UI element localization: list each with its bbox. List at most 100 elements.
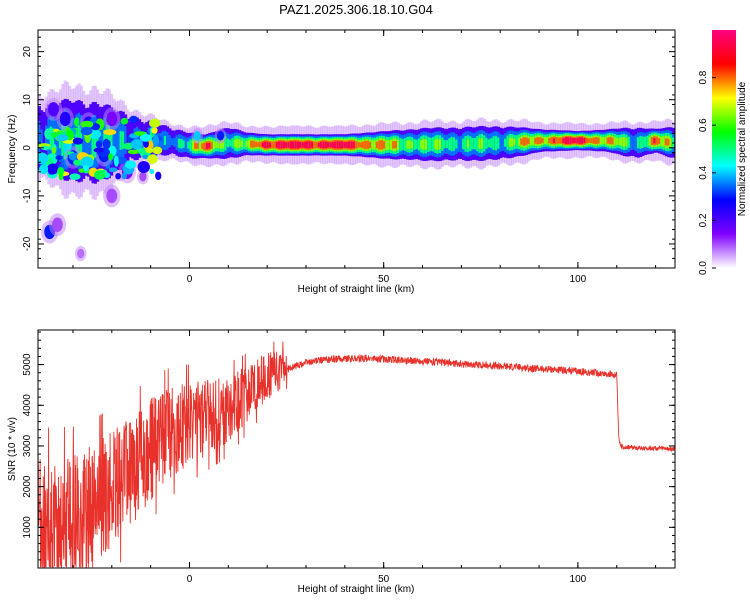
spectrogram-ridge-cell [306, 141, 309, 149]
spectrogram-ridge-cell [240, 140, 244, 147]
spectrogram-noise-patch [129, 115, 138, 124]
spectrogram-ridge-cell [149, 132, 153, 146]
spectrogram-ridge-cell [494, 135, 498, 151]
spectrogram-noise-patch [142, 154, 149, 159]
spectrogram-y-tick-label: 10 [22, 94, 33, 106]
spectrogram-ridge-cell [121, 131, 125, 149]
spectrogram-noise-patch [130, 139, 143, 150]
spectrogram-ridge-cell [205, 143, 209, 149]
spectrogram-ridge-cell [273, 141, 277, 149]
spectrogram-ridge-cell [560, 137, 563, 144]
colorbar: 0.0 0.2 0.4 0.6 0.8 Normalized spectral ampl… [698, 30, 748, 275]
spectrogram-ridge-cell [415, 139, 419, 150]
spectrogram-ridge-cell [483, 135, 487, 152]
spectrogram-ridge-cell [550, 136, 554, 145]
spectrogram-ridge-cell [452, 137, 456, 151]
spectrogram-ridge-cell [189, 139, 193, 152]
spectrogram-ridge-cell [319, 141, 323, 148]
spectrogram-ridge-cell [38, 121, 41, 156]
spectrogram-ridge-cell [364, 140, 368, 150]
spectrogram-ridge-cell [546, 136, 549, 145]
spectrogram-noise-patch [152, 146, 163, 155]
snr-x-tick-label: 50 [378, 574, 390, 585]
spectrogram-ridge-cell [485, 137, 489, 149]
spectrogram-ridge-cell [119, 131, 123, 150]
spectrogram-ridge-cell [110, 129, 114, 154]
spectrogram-ridge-cell [357, 142, 361, 148]
spectrogram-ridge-cell [576, 137, 580, 144]
spectrogram-noise-patch [82, 165, 90, 172]
spectrogram-ridge-cell [632, 135, 636, 150]
spectrogram-ridge-cell [282, 141, 286, 149]
spectrogram-ridge-cell [408, 140, 412, 150]
spectrogram-ridge-cell [660, 136, 664, 147]
spectrogram-ridge-cell [522, 137, 526, 146]
spectrogram-ridge-cell [287, 142, 291, 148]
spectrogram-ridge-cell [592, 137, 596, 144]
spectrogram-ridge-cell [396, 139, 400, 150]
spectrogram-ridge-cell [392, 141, 396, 149]
spectrogram-blob [48, 102, 59, 117]
spectrogram-ridge-cell [487, 139, 491, 148]
spectrogram-ridge-cell [648, 136, 652, 146]
spectrogram-ridge-cell [634, 134, 638, 152]
spectrogram-ridge-cell [354, 141, 358, 149]
spectrogram-ridge-cell [543, 136, 547, 145]
snr-x-axis-label: Height of straight line (km) [298, 584, 415, 595]
spectrogram-ridge-cell [371, 140, 375, 150]
spectrogram-ridge-cell [604, 136, 608, 145]
spectrogram-ridge-cell [310, 141, 314, 148]
spectrogram-ridge-cell [476, 136, 480, 152]
spectrogram-ridge-cell [641, 136, 645, 148]
spectrogram-noise-patch [91, 123, 101, 131]
spectrogram-ridge-cell [231, 137, 235, 149]
spectrogram-ridge-cell [473, 138, 477, 150]
spectrogram-noise-patch [94, 170, 106, 180]
spectrogram-ridge-cell [308, 141, 312, 149]
spectrogram-noise-patch [78, 168, 85, 173]
spectrogram-blob [106, 111, 118, 127]
spectrogram-blob [216, 130, 225, 141]
spectrogram-ridge-cell [217, 140, 221, 148]
spectrogram-ridge-cell [236, 138, 240, 149]
spectrogram-ridge-cell [588, 138, 591, 143]
spectrogram-ridge-cell [646, 135, 650, 148]
spectrogram-ridge-cell [459, 135, 463, 153]
spectrogram-ridge-cell [345, 142, 349, 148]
spectrogram-ridge-cell [301, 142, 305, 148]
spectrogram-ridge-cell [336, 141, 340, 149]
spectrogram-ridge-cell [578, 137, 582, 144]
spectrogram-ridge-cell [313, 141, 316, 149]
spectrogram-ridge-cell [650, 137, 654, 145]
spectrogram-noise-patch [38, 152, 49, 165]
spectrogram-ridge-cell [175, 135, 179, 151]
spectrogram-ridge-cell [443, 140, 447, 149]
spectrogram-ridge-cell [553, 138, 556, 143]
spectrogram-ridge-cell [636, 137, 640, 149]
spectrogram-ridge-cell [403, 138, 407, 151]
spectrogram-ridge-cell [541, 138, 545, 143]
spectrogram-ridge-cell [329, 142, 333, 148]
spectrogram-noise-patch [44, 128, 54, 140]
spectrogram-ridge-cell [525, 137, 528, 146]
spectrogram-ridge-cell [229, 139, 233, 147]
spectrogram-noise-patch [147, 154, 158, 164]
snr-ticks: 0 50 100 1000 2000 3000 4000 5000 [22, 330, 675, 585]
spectrogram-ridge-cell [557, 137, 561, 144]
colorbar-fill [712, 30, 736, 268]
spectrogram-ridge-cell [117, 123, 121, 159]
spectrogram-ridge-cell [441, 137, 445, 151]
spectrogram-ridge-cell [466, 139, 470, 148]
spectrogram-ridge-cell [210, 141, 214, 149]
spectrogram-ridge-cell [501, 134, 505, 151]
spectrogram-ridge-cell [492, 136, 496, 151]
snr-y-tick-label: 2000 [22, 475, 33, 498]
spectrogram-ridge-cell [555, 137, 559, 145]
spectrogram-ridge-cell [338, 141, 342, 149]
spectrogram-ridge-cell [352, 141, 356, 149]
spectrogram-ridge-cell [643, 136, 647, 147]
spectrogram-ridge-cell [201, 143, 205, 150]
spectrogram-y-axis-label: Frequency (Hz) [7, 115, 18, 184]
spectrogram-ridge-cell [511, 137, 515, 147]
spectrogram-ridge-cell [191, 140, 195, 151]
